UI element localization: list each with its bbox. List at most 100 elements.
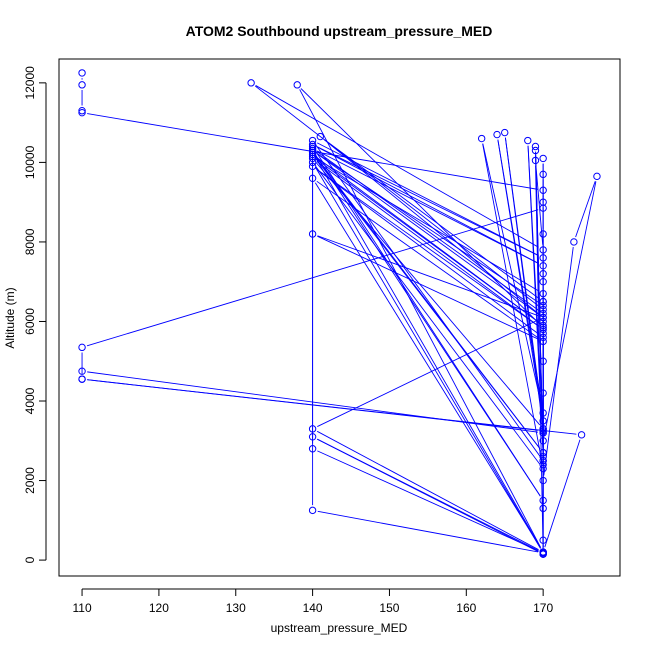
data-point	[531, 146, 540, 155]
series-segment	[317, 450, 539, 552]
data-point	[539, 437, 547, 445]
data-point	[539, 321, 547, 330]
series-segment	[482, 143, 543, 408]
series-segment	[254, 85, 540, 307]
data-point	[78, 343, 86, 352]
data-point	[539, 262, 547, 270]
data-point	[78, 375, 86, 383]
series-segment	[317, 319, 539, 427]
series-segment	[535, 155, 544, 456]
data-point	[539, 289, 547, 298]
series-segment	[314, 182, 541, 548]
data-series	[78, 69, 601, 558]
series-segment	[316, 430, 539, 551]
data-point	[308, 445, 317, 453]
data-point	[539, 476, 547, 485]
y-axis: 0 2000 4000 6000 8000 10000 12000	[23, 66, 47, 563]
data-point	[539, 270, 547, 278]
data-point	[293, 81, 301, 89]
series-segment	[315, 162, 541, 426]
data-point	[539, 154, 547, 163]
series-segment	[544, 439, 581, 548]
data-point	[539, 301, 547, 310]
x-tick-label: 110	[72, 601, 91, 615]
series-segment	[315, 154, 541, 497]
data-point	[539, 549, 547, 557]
data-point	[531, 156, 540, 165]
series-segment	[316, 161, 540, 327]
data-point	[539, 389, 547, 397]
data-point	[308, 433, 317, 441]
y-tick-label: 6000	[23, 308, 37, 335]
series-segment	[255, 85, 539, 248]
plot-frame	[58, 58, 621, 577]
data-point	[308, 158, 317, 167]
data-point	[308, 174, 317, 183]
series-segment	[300, 88, 540, 325]
data-point	[308, 425, 317, 433]
series-segment	[316, 152, 540, 304]
series-segment	[316, 153, 540, 315]
data-point	[524, 136, 532, 145]
data-point	[308, 162, 317, 171]
data-point	[577, 431, 586, 439]
x-axis-label: upstream_pressure_MED	[271, 621, 408, 635]
y-tick-label: 12000	[23, 66, 37, 100]
data-point	[539, 246, 547, 254]
data-point	[539, 456, 547, 465]
data-point	[531, 142, 540, 151]
data-point	[539, 357, 547, 365]
series-segment	[316, 169, 540, 327]
series-segment	[324, 139, 540, 299]
series-segment	[527, 145, 544, 448]
data-point	[570, 238, 578, 246]
series-segment	[504, 137, 543, 424]
data-point	[539, 278, 547, 286]
series-segment	[316, 158, 539, 292]
data-point	[539, 337, 547, 346]
data-point	[477, 134, 486, 143]
data-point	[308, 230, 317, 238]
data-point	[539, 317, 547, 326]
data-point	[308, 506, 317, 515]
data-point	[539, 297, 547, 306]
series-segment	[316, 180, 540, 339]
data-point	[78, 367, 86, 375]
series-segment	[575, 181, 596, 238]
data-point	[539, 449, 547, 457]
x-tick-label: 160	[456, 601, 476, 615]
data-point	[78, 81, 86, 89]
data-point	[539, 198, 547, 206]
data-point	[539, 325, 547, 334]
x-tick-label: 120	[149, 601, 169, 615]
series-segment	[543, 247, 574, 476]
data-point	[539, 329, 547, 338]
y-tick-label: 0	[23, 556, 37, 563]
data-point	[539, 409, 547, 417]
series-segment	[316, 169, 540, 335]
data-point	[539, 496, 547, 505]
x-tick-label: 170	[533, 601, 553, 615]
data-point	[539, 254, 547, 262]
data-point	[539, 427, 547, 435]
series-segment	[314, 156, 541, 548]
y-axis-label: Altitude (m)	[3, 287, 17, 348]
data-point	[539, 464, 547, 473]
data-point	[308, 150, 317, 159]
series-segment	[314, 166, 541, 549]
data-point	[539, 313, 547, 322]
data-point	[247, 79, 255, 87]
series-segment	[315, 166, 541, 465]
data-point	[593, 172, 601, 181]
series-segment	[317, 235, 539, 340]
series-segment	[482, 143, 543, 464]
series-segment	[299, 89, 542, 548]
x-tick-label: 140	[303, 601, 323, 615]
data-point	[539, 504, 547, 513]
data-point	[539, 417, 547, 425]
chart-title: ATOM2 Southbound upstream_pressure_MED	[186, 23, 493, 39]
data-point	[539, 536, 547, 544]
data-point	[78, 107, 86, 115]
data-point	[316, 132, 324, 141]
